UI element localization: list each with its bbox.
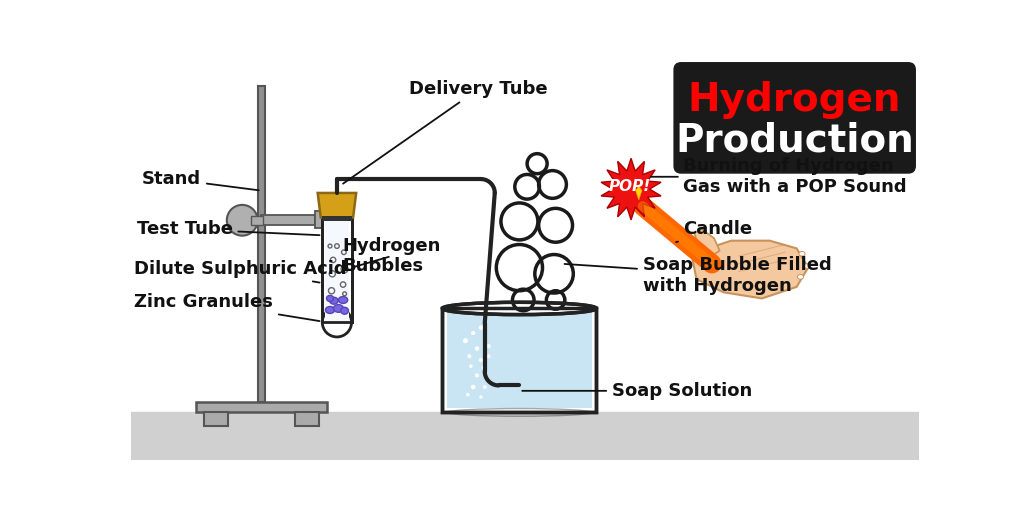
Bar: [251, 216, 263, 224]
Circle shape: [464, 339, 467, 343]
Bar: [315, 211, 326, 229]
Ellipse shape: [341, 307, 348, 314]
Bar: [258, 86, 265, 402]
Bar: [196, 402, 327, 413]
Bar: [447, 310, 592, 408]
Circle shape: [480, 396, 482, 398]
Bar: [442, 309, 596, 413]
Circle shape: [470, 365, 472, 368]
FancyBboxPatch shape: [674, 62, 915, 174]
Circle shape: [483, 386, 486, 388]
Bar: [204, 413, 228, 426]
Circle shape: [471, 385, 475, 389]
Polygon shape: [636, 186, 642, 200]
Bar: [325, 219, 349, 322]
Ellipse shape: [326, 307, 335, 313]
Text: Dilute Sulphuric Acid: Dilute Sulphuric Acid: [134, 260, 347, 283]
Ellipse shape: [330, 297, 338, 304]
Ellipse shape: [804, 264, 810, 268]
Text: Hydrogen
Bubbles: Hydrogen Bubbles: [342, 237, 440, 276]
Ellipse shape: [798, 275, 804, 279]
Bar: [442, 309, 596, 413]
Polygon shape: [694, 229, 720, 258]
Bar: [295, 413, 319, 426]
Circle shape: [487, 355, 490, 358]
Bar: [323, 218, 351, 322]
Text: Soap Bubble Filled
with Hydrogen: Soap Bubble Filled with Hydrogen: [564, 256, 831, 295]
Text: Test Tube: Test Tube: [137, 220, 319, 238]
Bar: [322, 216, 352, 221]
Bar: [131, 413, 920, 460]
Circle shape: [479, 326, 482, 329]
Circle shape: [472, 331, 475, 334]
Text: POP!: POP!: [608, 178, 650, 193]
Polygon shape: [317, 193, 356, 218]
Bar: [261, 215, 315, 225]
Text: Candle: Candle: [676, 220, 753, 242]
Ellipse shape: [799, 251, 805, 256]
Circle shape: [475, 347, 479, 350]
Bar: [323, 218, 351, 322]
Ellipse shape: [327, 295, 334, 301]
Text: Zinc Granules: Zinc Granules: [134, 293, 319, 321]
Ellipse shape: [334, 305, 343, 312]
Circle shape: [468, 355, 471, 358]
Circle shape: [479, 358, 482, 361]
Circle shape: [487, 345, 490, 348]
Circle shape: [482, 367, 484, 369]
Circle shape: [483, 336, 486, 338]
Ellipse shape: [323, 308, 351, 337]
Text: Stand: Stand: [142, 170, 259, 190]
Text: Soap Solution: Soap Solution: [522, 382, 752, 400]
Circle shape: [226, 205, 258, 236]
Text: Burning of Hydrogen
Gas with a POP Sound: Burning of Hydrogen Gas with a POP Sound: [651, 157, 907, 196]
Text: Production: Production: [675, 121, 913, 160]
Circle shape: [475, 374, 478, 377]
Ellipse shape: [442, 302, 596, 315]
Circle shape: [467, 393, 469, 396]
Text: Delivery Tube: Delivery Tube: [343, 80, 548, 184]
Polygon shape: [601, 158, 662, 220]
Polygon shape: [692, 241, 808, 298]
Ellipse shape: [339, 297, 348, 303]
Text: Hydrogen: Hydrogen: [687, 81, 901, 119]
